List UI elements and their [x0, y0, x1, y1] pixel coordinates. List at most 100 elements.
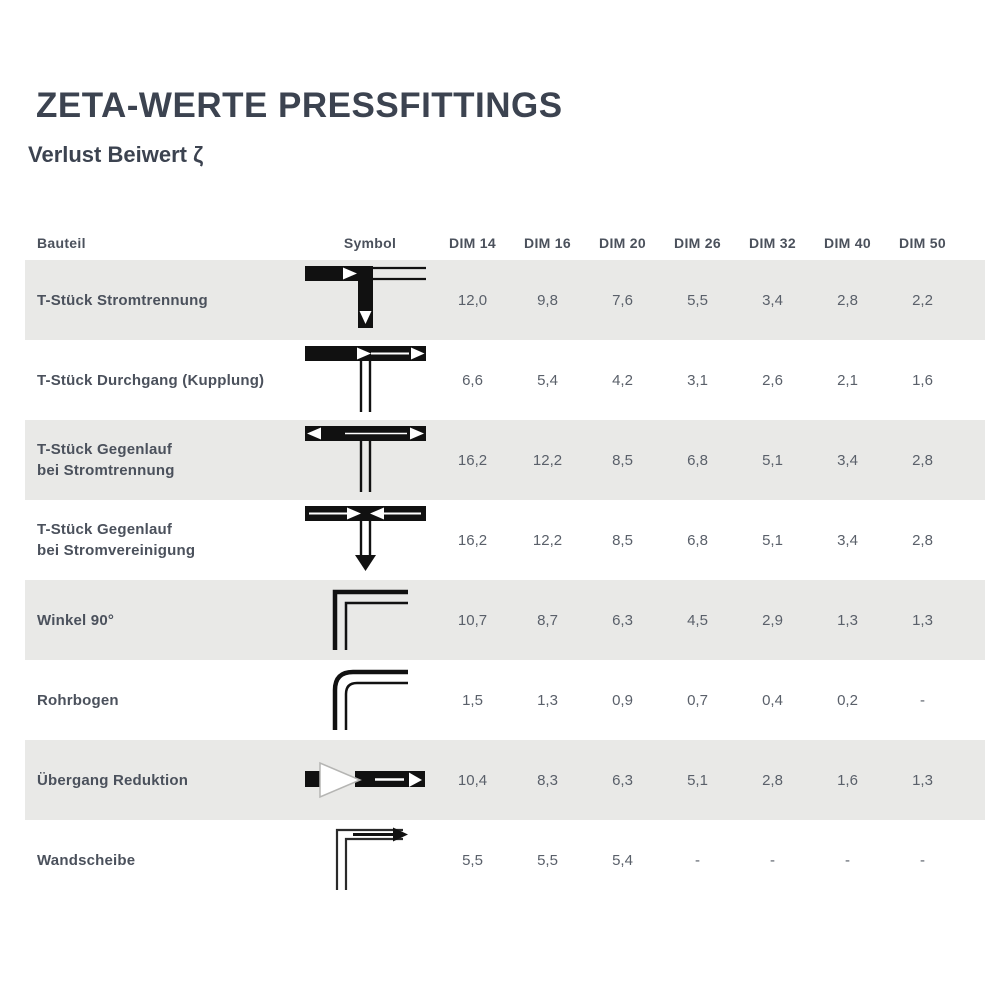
- value-cell: 8,5: [612, 451, 633, 469]
- column-header-bauteil: Bauteil: [37, 235, 86, 251]
- bauteil-cell: Rohrbogen: [25, 690, 305, 711]
- value-cell: 16,2: [457, 451, 488, 469]
- value-cell: 1,3: [537, 691, 558, 709]
- bauteil-cell: Wandscheibe: [25, 850, 305, 871]
- value-cell: 1,3: [837, 611, 858, 629]
- value-cell: 8,3: [537, 771, 558, 789]
- value-cell: 12,2: [532, 531, 563, 549]
- value-cell: 8,5: [612, 531, 633, 549]
- table-body: T-Stück Stromtrennung 12,0 9,8 7,6 5,5 3,4 2,…: [25, 260, 985, 900]
- page-subtitle: Verlust Beiwert ζ: [28, 142, 204, 167]
- bauteil-cell: T-Stück Stromtrennung: [25, 290, 305, 311]
- value-cell: 1,3: [912, 611, 933, 629]
- value-cell: 6,3: [612, 771, 633, 789]
- column-header-dim-14: DIM 14: [449, 235, 496, 251]
- value-cell: 7,6: [612, 291, 633, 309]
- value-cell: 5,5: [687, 291, 708, 309]
- value-cell: -: [920, 851, 925, 869]
- reducer-icon: [305, 740, 435, 820]
- table-row: Wandscheibe 5,5 5,5 5,4 - - - -: [25, 820, 985, 900]
- value-cell: 3,4: [762, 291, 783, 309]
- value-cell: 6,6: [462, 371, 483, 389]
- bauteil-cell: T-Stück Gegenlauf bei Stromvereinigung: [25, 519, 305, 561]
- column-header-symbol: Symbol: [343, 235, 397, 251]
- value-cell: 4,2: [612, 371, 633, 389]
- value-cell: 1,5: [462, 691, 483, 709]
- wall-plate-elbow-icon: [305, 820, 435, 900]
- tee-flow-through-icon: [305, 340, 435, 420]
- value-cell: 0,2: [837, 691, 858, 709]
- value-cell: -: [845, 851, 850, 869]
- bauteil-label-line: T-Stück Gegenlauf: [37, 521, 173, 538]
- value-cell: 9,8: [537, 291, 558, 309]
- bauteil-label-line: Wandscheibe: [37, 851, 136, 869]
- bauteil-label-line: T-Stück Gegenlauf: [37, 441, 173, 458]
- value-cell: 0,9: [612, 691, 633, 709]
- value-cell: 3,1: [687, 371, 708, 389]
- bauteil-cell: T-Stück Gegenlauf bei Stromtrennung: [25, 439, 305, 481]
- value-cell: 6,3: [612, 611, 633, 629]
- bauteil-label-line: bei Stromvereinigung: [37, 542, 196, 559]
- table-row: Winkel 90° 10,7 8,7 6,3 4,5 2,9 1,3 1,3: [25, 580, 985, 660]
- value-cell: 2,2: [912, 291, 933, 309]
- pipe-bend-icon: [305, 660, 435, 740]
- value-cell: 6,8: [687, 451, 708, 469]
- bauteil-cell: Übergang Reduktion: [25, 770, 305, 791]
- column-header-dim-16: DIM 16: [524, 235, 571, 251]
- bauteil-label-line: Rohrbogen: [37, 691, 119, 709]
- elbow-90-icon: [305, 580, 435, 660]
- value-cell: 0,7: [687, 691, 708, 709]
- value-cell: 5,4: [612, 851, 633, 869]
- value-cell: 2,8: [912, 451, 933, 469]
- value-cell: 5,4: [537, 371, 558, 389]
- table-row: Übergang Reduktion 10,4 8,3 6,3 5,1 2,8 1,6 1,…: [25, 740, 985, 820]
- value-cell: 5,1: [762, 451, 783, 469]
- value-cell: -: [920, 691, 925, 709]
- bauteil-label-line: T-Stück Durchgang (Kupplung): [37, 371, 265, 389]
- value-cell: 2,8: [837, 291, 858, 309]
- value-cell: 3,4: [837, 531, 858, 549]
- value-cell: 2,6: [762, 371, 783, 389]
- zeta-table: Bauteil Symbol DIM 14 DIM 16 DIM 20 DIM 26 DIM…: [25, 218, 985, 900]
- table-row: Rohrbogen 1,5 1,3 0,9 0,7 0,4 0,2 -: [25, 660, 985, 740]
- value-cell: 2,9: [762, 611, 783, 629]
- bauteil-label-line: bei Stromtrennung: [37, 462, 175, 479]
- value-cell: 2,1: [837, 371, 858, 389]
- column-header-dim-40: DIM 40: [824, 235, 871, 251]
- column-header-dim-20: DIM 20: [599, 235, 646, 251]
- bauteil-label-line: T-Stück Stromtrennung: [37, 291, 208, 309]
- table-row: T-Stück Durchgang (Kupplung) 6,6 5,4 4,2 3,…: [25, 340, 985, 420]
- table-row: T-Stück Gegenlauf bei Stromtrennung 16,2 1…: [25, 420, 985, 500]
- value-cell: -: [695, 851, 700, 869]
- column-header-dim-32: DIM 32: [749, 235, 796, 251]
- value-cell: 8,7: [537, 611, 558, 629]
- tee-counterflow-merge-icon: [305, 500, 435, 580]
- value-cell: 1,3: [912, 771, 933, 789]
- value-cell: 1,6: [912, 371, 933, 389]
- bauteil-label-line: Winkel 90°: [37, 611, 115, 629]
- value-cell: 10,7: [457, 611, 488, 629]
- value-cell: 2,8: [912, 531, 933, 549]
- value-cell: 6,8: [687, 531, 708, 549]
- value-cell: 4,5: [687, 611, 708, 629]
- column-header-dim-26: DIM 26: [674, 235, 721, 251]
- tee-flow-split-icon: [305, 260, 435, 340]
- value-cell: 10,4: [457, 771, 488, 789]
- value-cell: 3,4: [837, 451, 858, 469]
- bauteil-cell: Winkel 90°: [25, 610, 305, 631]
- value-cell: 12,2: [532, 451, 563, 469]
- value-cell: 1,6: [837, 771, 858, 789]
- value-cell: 5,5: [537, 851, 558, 869]
- page-title: ZETA-WERTE PRESSFITTINGS: [36, 86, 563, 125]
- value-cell: 0,4: [762, 691, 783, 709]
- value-cell: 12,0: [457, 291, 488, 309]
- value-cell: 2,8: [762, 771, 783, 789]
- value-cell: 5,5: [462, 851, 483, 869]
- tee-counterflow-split-icon: [305, 420, 435, 500]
- table-row: T-Stück Stromtrennung 12,0 9,8 7,6 5,5 3,4 2,…: [25, 260, 985, 340]
- value-cell: 5,1: [762, 531, 783, 549]
- value-cell: 5,1: [687, 771, 708, 789]
- column-header-dim-50: DIM 50: [899, 235, 946, 251]
- bauteil-label-line: Übergang Reduktion: [37, 771, 189, 789]
